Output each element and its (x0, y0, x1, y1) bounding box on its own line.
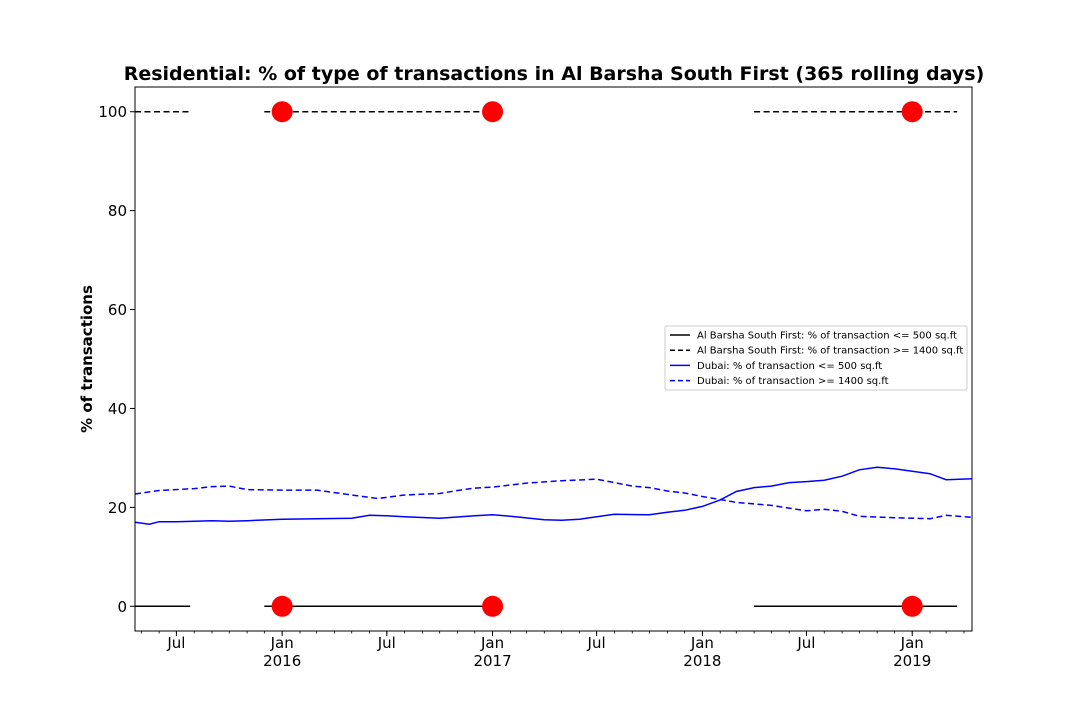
marker-point-3 (901, 101, 923, 123)
marker-point-4 (271, 595, 293, 617)
x-tick-label-1: Jul (166, 634, 185, 652)
y-tick-label-40: 40 (108, 400, 127, 418)
legend-box (664, 325, 968, 391)
plot-frame (134, 86, 973, 632)
marker-point-6 (901, 595, 923, 617)
y-tick-label-20: 20 (108, 499, 127, 517)
x-tick-label-3: Jul (377, 634, 396, 652)
x-tick-label-7: Jul (796, 634, 815, 652)
legend-label-2: Al Barsha South First: % of transaction … (697, 346, 963, 357)
y-tick-label-80: 80 (108, 202, 127, 220)
y-tick-label-0: 0 (117, 598, 127, 616)
marker-point-5 (482, 595, 504, 617)
x-tick-year-label-4: 2017 (473, 652, 511, 670)
legend: Al Barsha South First: % of transaction … (664, 325, 968, 391)
plot-series (135, 110, 972, 608)
plot-area (135, 101, 972, 617)
series-line-4 (135, 478, 972, 520)
x-tick-year-label-6: 2018 (683, 652, 721, 670)
legend-label-1: Al Barsha South First: % of transaction … (697, 331, 957, 342)
chart-title: Residential: % of type of transactions i… (124, 63, 985, 85)
legend-label-3: Dubai: % of transaction <= 500 sq.ft (697, 361, 882, 372)
marker-point-1 (271, 101, 293, 123)
marker-point-2 (482, 101, 504, 123)
x-tick-label-4: Jan (480, 634, 504, 652)
y-tick-label-100: 100 (98, 103, 127, 121)
series-line-3 (135, 466, 972, 525)
x-tick-label-8: Jan (900, 634, 924, 652)
x-tick-year-label-2: 2016 (263, 652, 301, 670)
x-tick-label-5: Jul (587, 634, 606, 652)
x-tick-label-6: Jan (690, 634, 714, 652)
x-tick-label-2: Jan (270, 634, 294, 652)
x-tick-year-label-8: 2019 (893, 652, 931, 670)
y-tick-label-60: 60 (108, 301, 127, 319)
legend-label-4: Dubai: % of transaction >= 1400 sq.ft (697, 376, 889, 387)
y-axis-label: % of transactions (78, 285, 96, 433)
